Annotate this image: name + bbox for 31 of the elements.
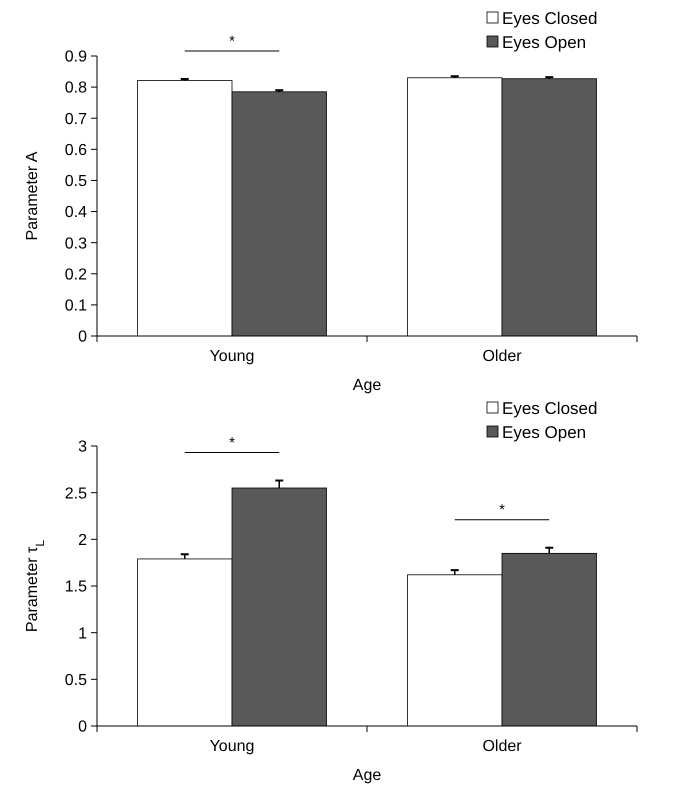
x-tick-label: Older — [482, 348, 522, 365]
x-axis-title: Age — [352, 377, 382, 394]
y-tick-label: 1 — [78, 625, 88, 642]
legend-label: Eyes Closed — [502, 398, 598, 418]
x-axis-title: Age — [352, 767, 382, 784]
y-tick-label: 0.3 — [64, 235, 88, 252]
y-tick-label: 0.2 — [64, 266, 88, 284]
annotation: * — [499, 502, 506, 519]
legend-label: Eyes Open — [502, 32, 586, 52]
y-tick-label: 0.1 — [64, 297, 88, 314]
y-tick-label: 0 — [78, 718, 88, 736]
y-axis-title: Parameter A — [24, 151, 41, 240]
y-tick-label: 0.9 — [64, 48, 88, 66]
y-tick-label: 0.5 — [64, 672, 88, 689]
y-tick-label: 2.5 — [64, 485, 88, 502]
y-tick-label: 0.7 — [64, 110, 88, 128]
legend-label: Eyes Closed — [502, 8, 598, 28]
x-tick-label: Older — [482, 738, 522, 755]
y-tick-label: 0.5 — [64, 173, 88, 190]
annotation: * — [229, 434, 236, 452]
y-tick-label: 0.6 — [64, 142, 88, 159]
legend-label: Eyes Open — [502, 422, 586, 442]
x-tick-label: Young — [210, 738, 254, 755]
y-tick-label: 0.8 — [64, 80, 88, 97]
y-tick-label: 1.5 — [64, 578, 88, 596]
y-tick-label: 0.4 — [64, 204, 88, 222]
x-tick-label: Young — [210, 348, 254, 365]
text: * — [229, 33, 236, 50]
y-tick-label: 3 — [78, 438, 88, 456]
y-tick-label: 2 — [78, 532, 88, 549]
y-tick-label: 0 — [78, 328, 88, 346]
